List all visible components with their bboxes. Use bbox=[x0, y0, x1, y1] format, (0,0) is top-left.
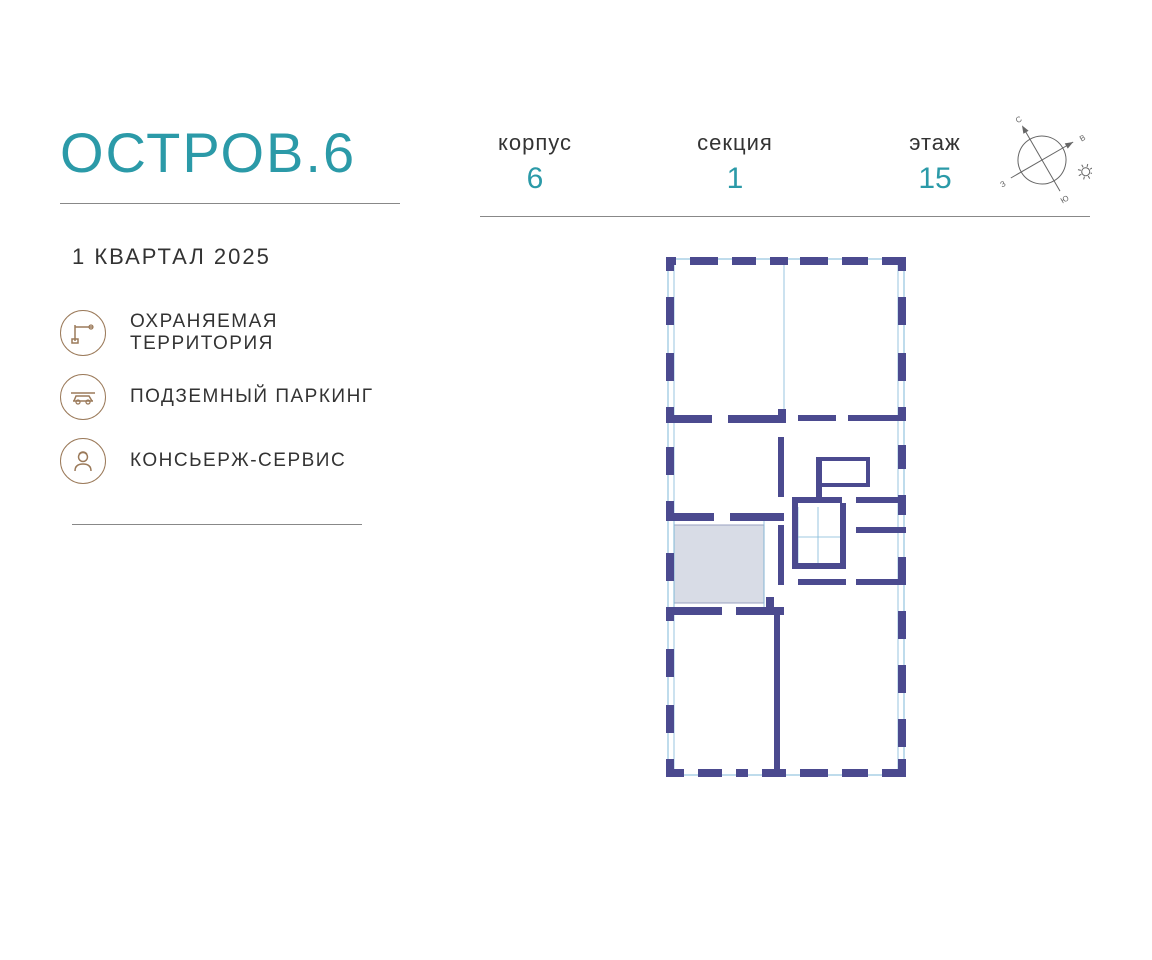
features-list: ОХРАНЯЕМАЯ ТЕРРИТОРИЯ ПОДЗЕМНЫЙ ПАРКИНГ КО… bbox=[60, 310, 420, 484]
info-label: корпус bbox=[480, 130, 590, 156]
gate-icon bbox=[60, 310, 106, 356]
info-row: корпус6секция1этаж15 СЮВЗ bbox=[480, 130, 1092, 196]
left-panel: ОСТРОВ.6 1 КВАРТАЛ 2025 ОХРАНЯЕМАЯ ТЕРРИ… bbox=[60, 60, 450, 920]
title-underline bbox=[60, 203, 400, 204]
svg-text:С: С bbox=[1014, 114, 1024, 125]
delivery-date: 1 КВАРТАЛ 2025 bbox=[60, 244, 420, 270]
feature-label: ПОДЗЕМНЫЙ ПАРКИНГ bbox=[130, 386, 374, 408]
right-panel: корпус 6 секция 1 этаж 15 С Ю В З bbox=[450, 60, 1092, 920]
project-title: ОСТРОВ.6 bbox=[60, 120, 420, 185]
parking-icon bbox=[60, 374, 106, 420]
feature-label: ОХРАНЯЕМАЯ ТЕРРИТОРИЯ bbox=[130, 311, 420, 355]
concierge-icon bbox=[60, 438, 106, 484]
feature-concierge: КОНСЬЕРЖ-СЕРВИС bbox=[60, 438, 420, 484]
feature-gate: ОХРАНЯЕМАЯ ТЕРРИТОРИЯ bbox=[60, 310, 420, 356]
svg-text:Ю: Ю bbox=[1059, 193, 1071, 205]
feature-label: КОНСЬЕРЖ-СЕРВИС bbox=[130, 450, 346, 472]
info-value: 1 bbox=[680, 162, 790, 196]
svg-text:В: В bbox=[1078, 133, 1087, 143]
info-label: секция bbox=[680, 130, 790, 156]
info-underline bbox=[480, 216, 1090, 217]
info-value: 6 bbox=[480, 162, 590, 196]
floor-plan bbox=[480, 257, 1092, 777]
info-value: 15 bbox=[880, 162, 990, 196]
svg-text:З: З bbox=[999, 179, 1008, 189]
info-label: этаж bbox=[880, 130, 990, 156]
feature-parking: ПОДЗЕМНЫЙ ПАРКИНГ bbox=[60, 374, 420, 420]
info-корпус: корпус 6 bbox=[480, 130, 590, 196]
info-секция: секция 1 bbox=[680, 130, 790, 196]
features-underline bbox=[72, 524, 362, 525]
compass-icon: С Ю В З bbox=[992, 110, 1092, 215]
info-этаж: этаж 15 bbox=[880, 130, 990, 196]
